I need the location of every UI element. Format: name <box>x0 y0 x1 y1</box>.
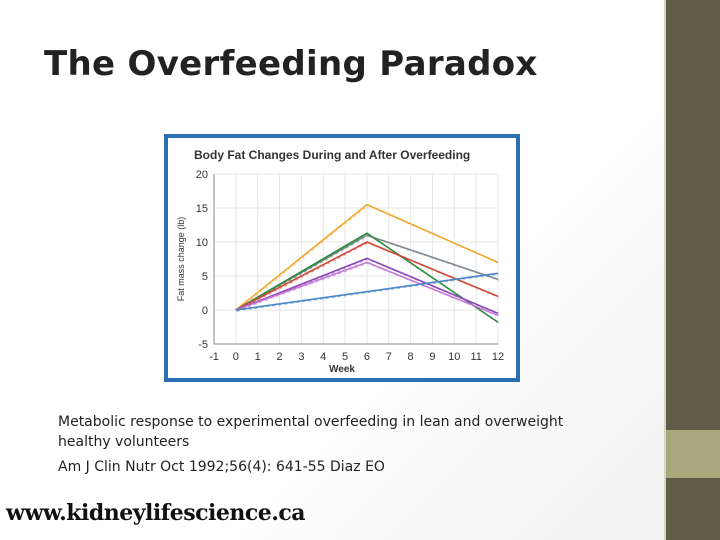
series-shadow-1 <box>236 205 500 312</box>
series-line-6 <box>235 261 499 317</box>
series-line-7 <box>235 272 499 311</box>
y-tick-label: -5 <box>198 339 208 351</box>
x-tick-label: 8 <box>408 351 414 363</box>
series-shadow-7 <box>236 273 500 312</box>
series-line-1 <box>235 203 499 311</box>
citation: Am J Clin Nutr Oct 1992;56(4): 641-55 Di… <box>58 459 385 475</box>
x-tick-label: 4 <box>320 351 326 363</box>
series-shadow-5 <box>236 258 500 315</box>
x-tick-label: 3 <box>298 351 304 363</box>
slide-title: The Overfeeding Paradox <box>44 44 538 84</box>
chart-caption: Metabolic response to experimental overf… <box>58 414 564 450</box>
series-shadow-3 <box>236 233 500 324</box>
x-tick-label: 1 <box>255 351 261 363</box>
y-tick-label: 0 <box>202 305 208 317</box>
sidebar-stripe-top <box>666 0 720 430</box>
sidebar-stripe-bottom <box>666 478 720 540</box>
series-line-4 <box>235 241 499 311</box>
x-tick-label: 0 <box>233 351 239 363</box>
x-tick-label: 5 <box>342 351 348 363</box>
sidebar-divider <box>664 0 666 540</box>
y-tick-label: 10 <box>196 237 208 249</box>
website-url[interactable]: www.kidneylifescience.ca <box>6 500 306 526</box>
x-tick-label: 11 <box>470 351 481 363</box>
sidebar-stripe-middle <box>666 430 720 478</box>
series-shadow-6 <box>236 262 500 317</box>
y-tick-label: 15 <box>196 203 208 215</box>
y-tick-label: 20 <box>196 169 208 181</box>
chart-title: Body Fat Changes During and After Overfe… <box>194 148 470 162</box>
fat-change-chart: Body Fat Changes During and After Overfe… <box>176 148 504 375</box>
x-tick-label: 6 <box>364 351 370 363</box>
x-axis-label: Week <box>329 364 355 375</box>
y-axis-label: Fat mass change (lb) <box>176 217 186 302</box>
x-tick-label: -1 <box>209 351 219 363</box>
series-line-3 <box>235 232 499 323</box>
x-tick-label: 12 <box>492 351 504 363</box>
series-line-5 <box>235 257 499 315</box>
x-tick-label: 2 <box>276 351 282 363</box>
x-tick-label: 10 <box>448 351 460 363</box>
y-tick-label: 5 <box>202 271 208 283</box>
x-tick-label: 7 <box>386 351 392 363</box>
x-tick-label: 9 <box>429 351 435 363</box>
chart-frame: Body Fat Changes During and After Overfe… <box>164 134 520 382</box>
